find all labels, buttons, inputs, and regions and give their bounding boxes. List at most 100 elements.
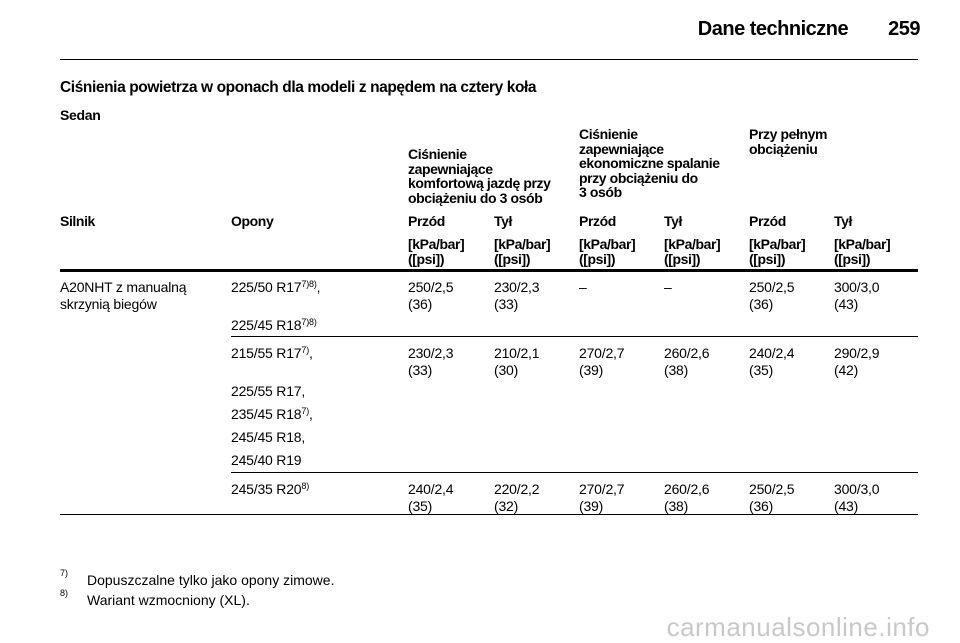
tyre-size-text: 225/55 R17 xyxy=(231,383,302,399)
pressure-kpa-bar: 240/2,4 xyxy=(408,481,454,497)
pressure-kpa-bar: 260/2,6 xyxy=(664,481,710,497)
pressure-kpa-bar: 300/3,0 xyxy=(834,481,880,497)
footnote-text: Dopuszczalne tylko jako opony zimowe. xyxy=(87,572,335,588)
pressure-value: 260/2,6 (38) xyxy=(664,481,710,515)
tyre-size-separator: , xyxy=(301,429,306,445)
pressure-psi: (35) xyxy=(749,362,774,378)
pressure-value: 300/3,0 (43) xyxy=(834,279,880,313)
pressure-value: 240/2,4 (35) xyxy=(749,345,795,379)
pressure-value: 220/2,2 (32) xyxy=(494,481,540,515)
pressure-psi: (42) xyxy=(834,362,859,378)
pressure-value: 300/3,0 (43) xyxy=(834,481,880,515)
footnote-mark: 7) xyxy=(60,568,69,578)
tyre-size: 215/55 R177), xyxy=(231,345,313,362)
column-header-eco-front: Przód xyxy=(579,213,616,229)
column-header-engine: Silnik xyxy=(60,213,95,229)
pressure-psi: (36) xyxy=(408,296,433,312)
pressure-kpa-bar: 300/3,0 xyxy=(834,279,880,295)
pressure-value: 290/2,9 (42) xyxy=(834,345,880,379)
pressure-psi: (33) xyxy=(408,362,433,378)
pressure-value: – xyxy=(664,279,672,296)
unit-header: [kPa/bar] ([psi]) xyxy=(664,236,721,267)
tyre-size-text: 215/55 R17 xyxy=(231,345,302,361)
pressure-kpa-bar: 250/2,5 xyxy=(408,279,454,295)
pressure-psi: (32) xyxy=(494,498,519,514)
pressure-value: 230/2,3 (33) xyxy=(408,345,454,379)
pressure-kpa-bar: – xyxy=(664,279,672,295)
unit-header: [kPa/bar] ([psi]) xyxy=(408,236,465,267)
column-header-tyres: Opony xyxy=(231,213,274,229)
tyre-size-separator: , xyxy=(316,279,321,295)
pressure-psi: (39) xyxy=(579,362,604,378)
footnote-ref: 7) xyxy=(301,406,310,416)
unit-header: [kPa/bar] ([psi]) xyxy=(494,236,551,267)
pressure-psi: (38) xyxy=(664,498,689,514)
engine-cell: A20NHT z manualną skrzynią biegów xyxy=(60,279,187,312)
footnote-ref: 7) xyxy=(301,345,310,355)
header-rule xyxy=(60,59,918,60)
pressure-value: 230/2,3 (33) xyxy=(494,279,540,313)
pressure-psi: (35) xyxy=(408,498,433,514)
watermark: carmanualsonline.info xyxy=(666,612,930,642)
unit-header: [kPa/bar] ([psi]) xyxy=(834,236,891,267)
tyre-size-text: 235/45 R18 xyxy=(231,406,302,422)
column-header-comfort-front: Przód xyxy=(408,213,445,229)
table-header-rule xyxy=(60,269,918,272)
row-divider xyxy=(231,472,918,473)
pressure-value: 250/2,5 (36) xyxy=(749,279,795,313)
footnote-ref: 7)8) xyxy=(301,279,317,289)
pressure-value: 270/2,7 (39) xyxy=(579,481,625,515)
pressure-value: 210/2,1 (30) xyxy=(494,345,540,379)
pressure-value: 260/2,6 (38) xyxy=(664,345,710,379)
tyre-size: 225/50 R177)8), xyxy=(231,279,321,296)
tyre-size-text: 245/35 R20 xyxy=(231,481,302,497)
pressure-psi: (33) xyxy=(494,296,519,312)
pressure-value: 240/2,4 (35) xyxy=(408,481,454,515)
group-header-comfort: Ciśnienie zapewniające komfortową jazdę … xyxy=(408,146,551,206)
footnote-text: Wariant wzmocniony (XL). xyxy=(87,592,250,608)
tyre-size-text: 225/45 R18 xyxy=(231,317,302,333)
tyre-size: 245/45 R18, xyxy=(231,429,305,446)
column-header-full-front: Przód xyxy=(749,213,786,229)
pressure-psi: (43) xyxy=(834,296,859,312)
pressure-kpa-bar: 240/2,4 xyxy=(749,345,795,361)
group-header-full-load: Przy pełnym obciążeniu xyxy=(749,126,828,157)
unit-header: [kPa/bar] ([psi]) xyxy=(579,236,636,267)
pressure-kpa-bar: 250/2,5 xyxy=(749,481,795,497)
pressure-kpa-bar: 270/2,7 xyxy=(579,481,625,497)
tyre-size: 235/45 R187), xyxy=(231,406,313,423)
pressure-psi: (36) xyxy=(749,498,774,514)
row-divider xyxy=(231,336,918,337)
column-header-eco-rear: Tył xyxy=(664,213,682,229)
pressure-kpa-bar: 230/2,3 xyxy=(408,345,454,361)
footnote-ref: 7)8) xyxy=(301,317,317,327)
footnote-ref: 8) xyxy=(301,481,310,491)
subsection-title: Sedan xyxy=(60,107,101,123)
pressure-kpa-bar: – xyxy=(579,279,587,295)
page-header: Dane techniczne 259 xyxy=(698,18,921,41)
tyre-size-text: 225/50 R17 xyxy=(231,279,302,295)
pressure-kpa-bar: 290/2,9 xyxy=(834,345,880,361)
tyre-size-separator: , xyxy=(309,345,313,361)
tyre-size: 225/55 R17, xyxy=(231,383,305,400)
tyre-size-separator: , xyxy=(301,383,306,399)
pressure-value: 250/2,5 (36) xyxy=(408,279,454,313)
page-number: 259 xyxy=(888,18,920,40)
pressure-kpa-bar: 250/2,5 xyxy=(749,279,795,295)
tyre-size: 245/35 R208) xyxy=(231,481,309,498)
tyre-size-text: 245/40 R19 xyxy=(231,452,302,468)
pressure-kpa-bar: 260/2,6 xyxy=(664,345,710,361)
pressure-kpa-bar: 220/2,2 xyxy=(494,481,540,497)
group-header-eco: Ciśnienie zapewniające ekonomiczne spala… xyxy=(579,126,720,200)
pressure-psi: (38) xyxy=(664,362,689,378)
pressure-value: 270/2,7 (39) xyxy=(579,345,625,379)
pressure-psi: (30) xyxy=(494,362,519,378)
pressure-kpa-bar: 210/2,1 xyxy=(494,345,540,361)
row-divider xyxy=(60,514,918,515)
pressure-value: 250/2,5 (36) xyxy=(749,481,795,515)
pressure-kpa-bar: 270/2,7 xyxy=(579,345,625,361)
tyre-size: 225/45 R187)8) xyxy=(231,317,317,334)
section-title: Ciśnienia powietrza w oponach dla modeli… xyxy=(60,79,537,96)
pressure-psi: (36) xyxy=(749,296,774,312)
pressure-value: – xyxy=(579,279,587,296)
